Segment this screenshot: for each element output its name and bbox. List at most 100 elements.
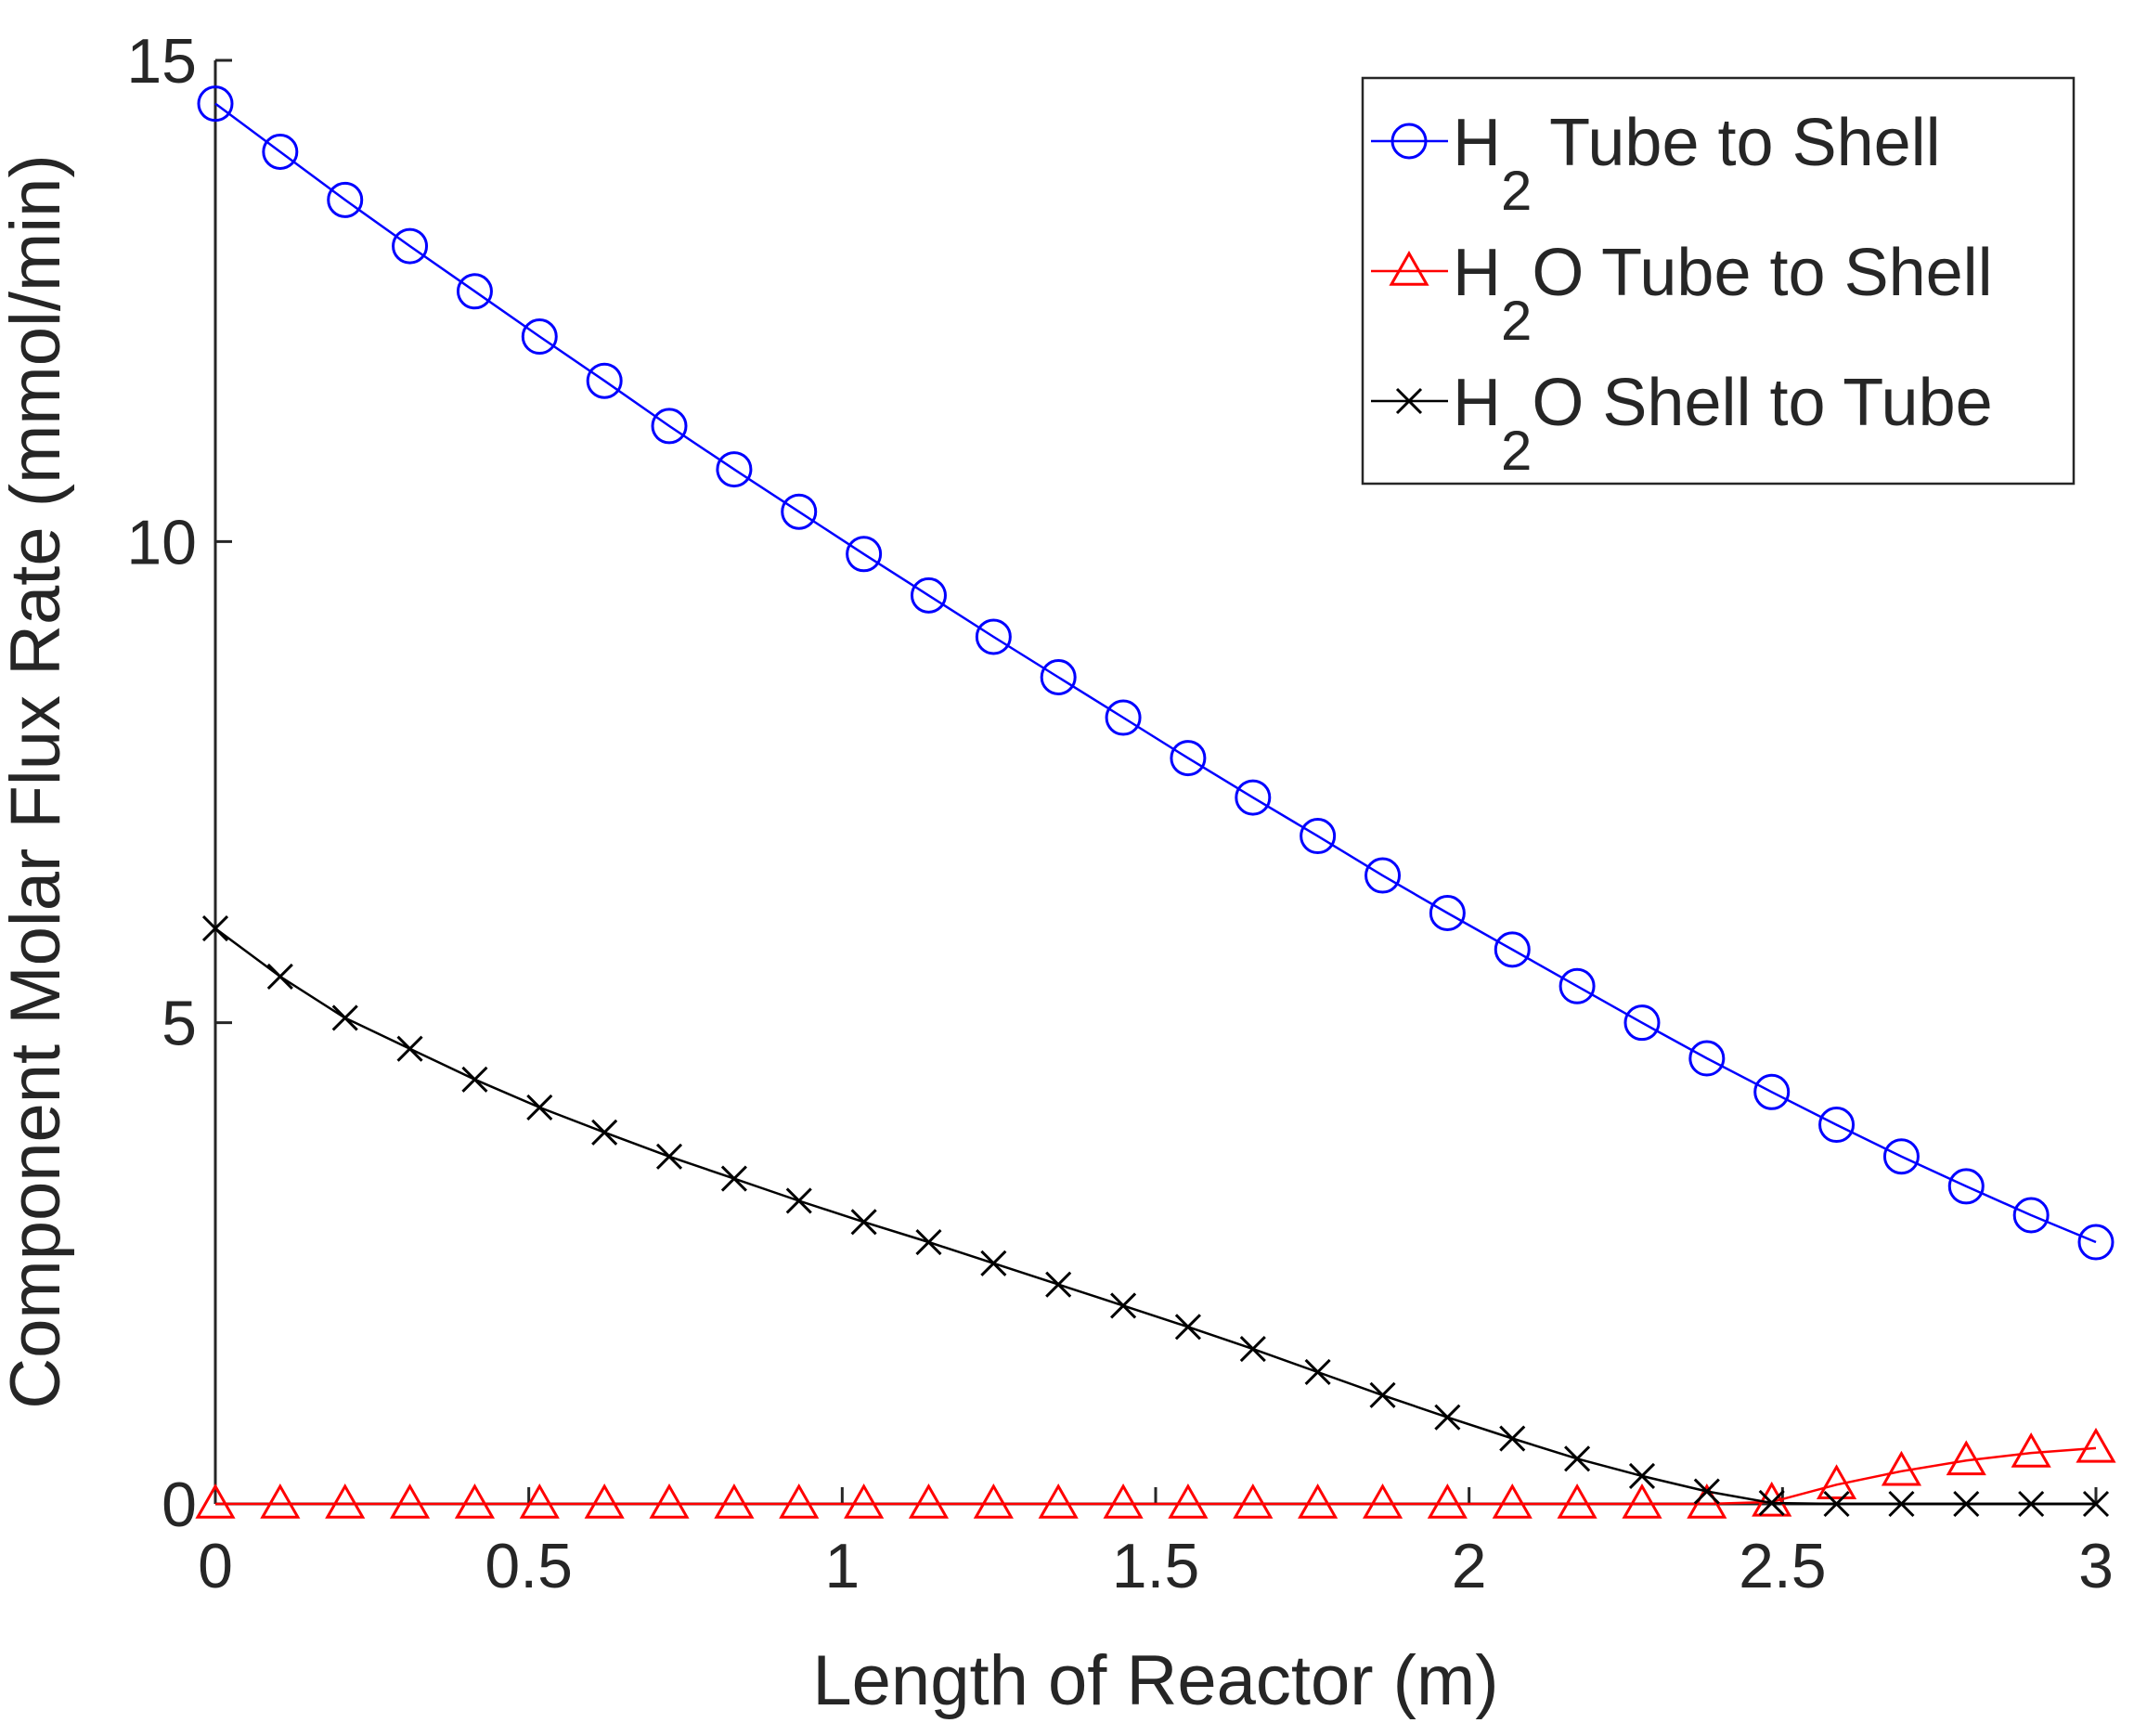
data-point bbox=[260, 1483, 301, 1519]
data-point bbox=[1174, 1314, 1201, 1341]
data-point bbox=[1304, 1358, 1331, 1386]
data-point bbox=[521, 318, 558, 356]
data-point bbox=[1110, 1292, 1137, 1319]
data-point bbox=[1045, 1271, 1072, 1298]
data-point bbox=[850, 1209, 877, 1236]
data-point bbox=[1888, 1490, 1915, 1518]
data-point bbox=[262, 133, 299, 170]
data-point bbox=[2011, 1432, 2051, 1468]
y-tick-label: 15 bbox=[126, 26, 197, 97]
data-point bbox=[1946, 1440, 1986, 1476]
data-point bbox=[1947, 1168, 1985, 1205]
x-axis-label: Length of Reactor (m) bbox=[812, 1641, 1498, 1720]
data-point bbox=[2076, 1427, 2116, 1463]
data-point bbox=[714, 1483, 755, 1519]
data-point bbox=[1492, 1483, 1533, 1519]
y-ticks: 0 5 10 15 bbox=[126, 26, 232, 1540]
y-tick-label: 5 bbox=[162, 989, 197, 1059]
data-point bbox=[1818, 1107, 1856, 1144]
data-point bbox=[649, 1483, 690, 1519]
series-line bbox=[214, 927, 2096, 1506]
x-tick-label: 1.5 bbox=[1112, 1531, 1200, 1601]
data-point bbox=[2012, 1197, 2050, 1234]
data-point bbox=[1235, 779, 1272, 816]
data-point bbox=[980, 1250, 1007, 1276]
data-point bbox=[915, 1228, 942, 1256]
data-point bbox=[392, 227, 429, 265]
data-point bbox=[973, 1483, 1014, 1519]
data-point bbox=[1688, 1040, 1726, 1077]
data-point bbox=[785, 1187, 812, 1214]
data-point bbox=[454, 1483, 496, 1519]
data-point bbox=[1752, 1481, 1792, 1517]
data-point bbox=[651, 408, 688, 445]
legend-marker bbox=[1390, 123, 1428, 160]
x-tick-label: 0 bbox=[198, 1531, 233, 1601]
data-point bbox=[1623, 1004, 1661, 1042]
data-point bbox=[1170, 740, 1207, 777]
data-point bbox=[844, 1483, 885, 1519]
x-tick-label: 2.5 bbox=[1739, 1531, 1827, 1601]
series-layer bbox=[195, 85, 2116, 1519]
legend-label: H2O Shell to Tube bbox=[1453, 366, 1993, 482]
data-point bbox=[1300, 818, 1337, 855]
data-point bbox=[389, 1483, 431, 1519]
data-point bbox=[1429, 894, 1466, 931]
data-point bbox=[1233, 1483, 1274, 1519]
data-point bbox=[975, 618, 1012, 655]
series-3 bbox=[201, 915, 2110, 1518]
data-point bbox=[1628, 1462, 1656, 1490]
data-point bbox=[1758, 1489, 1785, 1517]
data-point bbox=[586, 362, 623, 399]
y-axis-label: Component Molar Flux Rate (mmol/min) bbox=[0, 154, 75, 1409]
data-point bbox=[1494, 931, 1531, 968]
y-tick-label: 10 bbox=[126, 507, 197, 577]
data-point bbox=[1499, 1425, 1526, 1452]
x-tick-label: 3 bbox=[2078, 1531, 2114, 1601]
data-point bbox=[655, 1143, 683, 1170]
x-tick-label: 1 bbox=[824, 1531, 860, 1601]
data-point bbox=[846, 536, 883, 573]
data-point bbox=[1882, 1138, 1920, 1175]
legend-label: H2O Tube to Shell bbox=[1453, 236, 1993, 352]
data-point bbox=[1105, 699, 1142, 736]
data-point bbox=[1558, 967, 1596, 1004]
data-point bbox=[1298, 1483, 1339, 1519]
x-tick-label: 0.5 bbox=[485, 1531, 573, 1601]
data-point bbox=[1168, 1483, 1209, 1519]
data-point bbox=[1427, 1483, 1468, 1519]
data-point bbox=[201, 915, 229, 942]
legend-entry-2: H2O Tube to Shell bbox=[1371, 236, 1993, 352]
legend: H2 Tube to Shell H2O Tube to Shell H2O She… bbox=[1361, 76, 2076, 486]
data-point bbox=[327, 181, 364, 218]
data-point bbox=[1362, 1483, 1403, 1519]
data-point bbox=[1038, 1483, 1079, 1519]
legend-box bbox=[1361, 76, 2076, 486]
data-point bbox=[461, 1066, 488, 1093]
data-point bbox=[1557, 1483, 1597, 1519]
data-point bbox=[781, 493, 818, 530]
legend-marker bbox=[1395, 387, 1423, 415]
data-point bbox=[1816, 1464, 1857, 1500]
data-point bbox=[195, 1483, 236, 1519]
data-point bbox=[720, 1165, 747, 1192]
data-point bbox=[1953, 1490, 1980, 1518]
series-2 bbox=[195, 1427, 2116, 1519]
data-point bbox=[2077, 1224, 2115, 1261]
legend-entries: H2 Tube to Shell H2O Tube to Shell H2O She… bbox=[1371, 106, 1993, 482]
legend-entry-3: H2O Shell to Tube bbox=[1371, 366, 1993, 482]
y-tick-label: 0 bbox=[162, 1470, 197, 1540]
data-point bbox=[1040, 659, 1077, 696]
data-point bbox=[1364, 857, 1402, 894]
series-line bbox=[214, 102, 2097, 1244]
data-point bbox=[1103, 1483, 1144, 1519]
data-point bbox=[1369, 1381, 1396, 1408]
data-point bbox=[1434, 1404, 1461, 1431]
data-point bbox=[396, 1035, 423, 1062]
data-point bbox=[519, 1483, 560, 1519]
data-point bbox=[197, 85, 234, 123]
data-point bbox=[584, 1483, 625, 1519]
data-point bbox=[716, 451, 753, 488]
x-tick-label: 2 bbox=[1452, 1531, 1487, 1601]
